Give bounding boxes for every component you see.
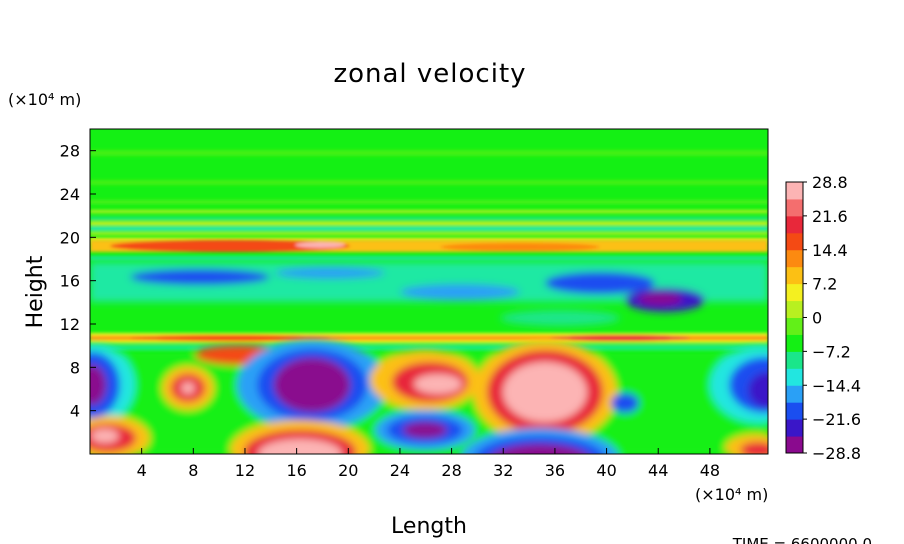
colorbar-swatch <box>786 300 803 318</box>
colorbar-tick-label: 0 <box>812 309 822 328</box>
colorbar-swatch <box>786 182 803 200</box>
x-tick-label: 32 <box>493 461 513 480</box>
x-unit-label: (×10⁴ m) <box>695 485 768 504</box>
cell-shape <box>611 393 639 413</box>
colorbar-tick-label: 21.6 <box>812 207 848 226</box>
x-tick-label: 28 <box>441 461 461 480</box>
jet-shape <box>110 240 350 252</box>
band-shape <box>275 267 385 279</box>
colorbar-swatch <box>786 266 803 285</box>
layer-band <box>90 210 768 213</box>
x-tick-label: 44 <box>648 461 668 480</box>
layer-band <box>90 150 768 156</box>
plot-frame <box>89 128 769 455</box>
colorbar-swatch <box>786 402 803 420</box>
x-tick-label: 20 <box>338 461 358 480</box>
plot-area <box>90 129 768 454</box>
colorbar-swatch <box>786 215 803 234</box>
time-annotation: TIME = 6600000.0 <box>732 535 872 544</box>
colorbar-swatch <box>786 249 803 268</box>
x-tick-label: 4 <box>137 461 147 480</box>
lower-jet <box>90 333 768 351</box>
layer-band <box>90 200 768 204</box>
cell-shape <box>274 358 350 412</box>
jet-shape <box>90 345 768 351</box>
colorbar-swatch <box>786 232 803 251</box>
x-tick-label: 8 <box>188 461 198 480</box>
band-shape <box>130 269 270 285</box>
x-tick-label: 36 <box>545 461 565 480</box>
colorbar-swatch <box>786 419 803 437</box>
colorbar-swatch <box>786 385 803 403</box>
colorbar-swatch <box>786 368 803 386</box>
colorbar-tick-label: −21.6 <box>812 410 861 429</box>
y-tick-label: 4 <box>70 402 80 421</box>
x-axis: 4 8 12 16 20 24 28 32 36 40 44 48 <box>137 448 720 480</box>
cell-shape <box>90 365 106 405</box>
x-tick-label: 48 <box>700 461 720 480</box>
colorbar-swatch <box>786 436 803 454</box>
jet-shape <box>130 335 330 341</box>
cell-shape <box>503 362 587 422</box>
colorbar-tick-label: −28.8 <box>812 444 861 463</box>
x-tick-label: 12 <box>235 461 255 480</box>
cell-shape <box>740 442 768 454</box>
colorbar-tick-label: 28.8 <box>812 173 848 192</box>
y-unit-label: (×10⁴ m) <box>8 90 81 109</box>
y-tick-label: 24 <box>60 185 80 204</box>
layer-band <box>90 217 768 220</box>
x-tick-label: 16 <box>286 461 306 480</box>
colorbar-tick-label: −7.2 <box>812 342 851 361</box>
layer-band <box>90 180 768 185</box>
jet-shape <box>295 242 345 248</box>
cell-shape <box>414 374 462 394</box>
layer-band <box>90 222 768 225</box>
colorbar: 28.8 21.6 14.4 7.2 0 −7.2 −14.4 −21.6 −28.8 <box>785 173 861 463</box>
jet-shape <box>550 335 690 341</box>
colorbar-tick-label: 7.2 <box>812 275 837 294</box>
colorbar-swatch <box>786 317 803 335</box>
cell-shape <box>258 439 342 454</box>
cell-shape <box>181 382 195 394</box>
y-tick-label: 28 <box>60 142 80 161</box>
band-shape <box>500 310 620 326</box>
y-tick-label: 20 <box>60 228 80 247</box>
colorbar-tick-label: −14.4 <box>812 376 861 395</box>
band-shape <box>545 272 655 294</box>
lower-cells <box>90 340 768 454</box>
x-axis-label: Length <box>391 514 467 539</box>
band-shape <box>638 293 682 305</box>
mid-band <box>90 262 768 326</box>
cell-shape <box>403 422 447 438</box>
cell-shape <box>91 429 119 443</box>
colorbar-swatch <box>786 198 803 217</box>
colorbar-swatch <box>786 283 803 302</box>
y-axis-label: Height <box>23 255 48 328</box>
x-tick-label: 24 <box>390 461 410 480</box>
layer-band <box>90 256 768 260</box>
y-tick-label: 8 <box>70 358 80 377</box>
colorbar-tick-label: 14.4 <box>812 241 848 260</box>
y-axis: 4 8 12 16 20 24 28 <box>60 142 96 421</box>
layer-band <box>90 227 768 230</box>
y-tick-label: 16 <box>60 272 80 291</box>
jet-shape <box>440 243 600 251</box>
colorbar-swatch <box>786 334 803 352</box>
layer-band <box>90 232 768 235</box>
y-tick-label: 12 <box>60 315 80 334</box>
chart-title: zonal velocity <box>333 59 526 89</box>
x-tick-label: 40 <box>596 461 616 480</box>
cell-shape <box>493 444 587 454</box>
band-shape <box>400 284 520 300</box>
colorbar-swatch <box>786 351 803 369</box>
upper-jet <box>90 240 768 252</box>
cell-shape <box>748 372 768 408</box>
jet-shape <box>90 336 768 340</box>
